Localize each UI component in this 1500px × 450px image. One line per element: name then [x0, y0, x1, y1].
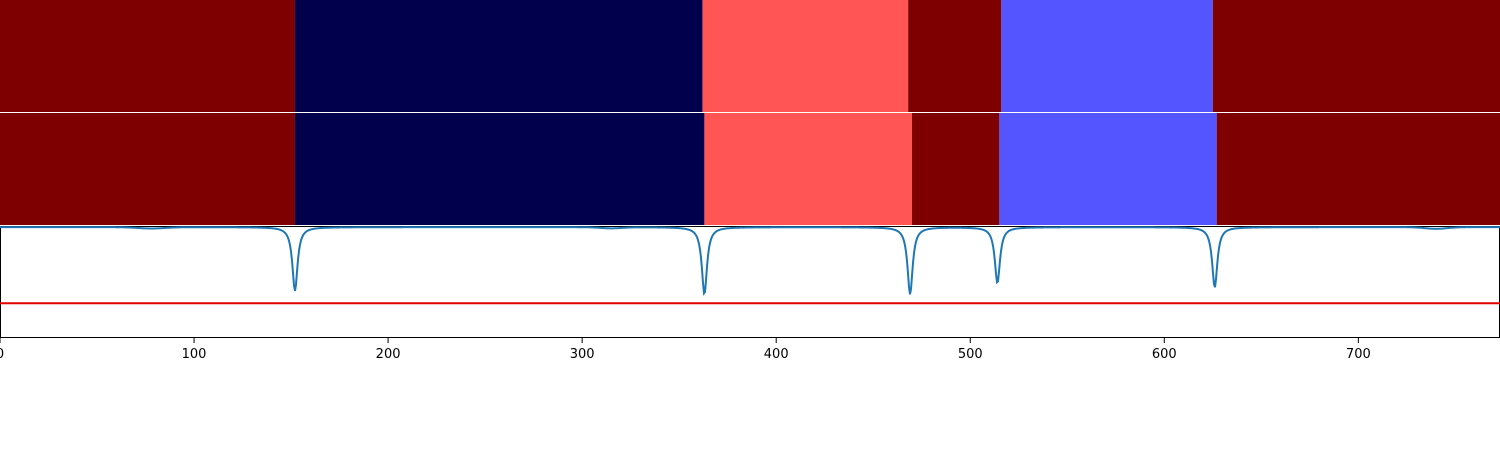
- segment-1-2: [704, 113, 913, 225]
- x-tick-label-600: 600: [1152, 347, 1177, 362]
- x-tick-label-700: 700: [1346, 347, 1371, 362]
- x-tick-label-200: 200: [376, 347, 401, 362]
- segment-0-0: [0, 0, 295, 112]
- segment-0-1: [294, 0, 703, 112]
- segment-1-3: [912, 113, 1000, 225]
- x-tick-label-300: 300: [570, 347, 595, 362]
- segment-row-top: [0, 0, 1500, 112]
- x-tick-label-0: 0: [0, 347, 4, 362]
- x-tick-label-100: 100: [182, 347, 207, 362]
- segment-1-0: [0, 113, 295, 225]
- signal-panel-frame: [0, 226, 1500, 338]
- segment-1-4: [999, 113, 1217, 225]
- segment-1-1: [294, 113, 705, 225]
- x-tick-label-500: 500: [958, 347, 983, 362]
- segment-row-bottom: [0, 113, 1500, 225]
- x-tick-label-400: 400: [764, 347, 789, 362]
- x-axis: 0 100 200 300 400 500 600 700: [0, 338, 1371, 362]
- signal-panel: [0, 226, 1500, 338]
- segment-0-2: [702, 0, 909, 112]
- segment-0-3: [908, 0, 1002, 112]
- signal-line: [0, 226, 1500, 296]
- segment-1-5: [1216, 113, 1500, 225]
- segment-0-5: [1212, 0, 1500, 112]
- segment-0-4: [1001, 0, 1213, 112]
